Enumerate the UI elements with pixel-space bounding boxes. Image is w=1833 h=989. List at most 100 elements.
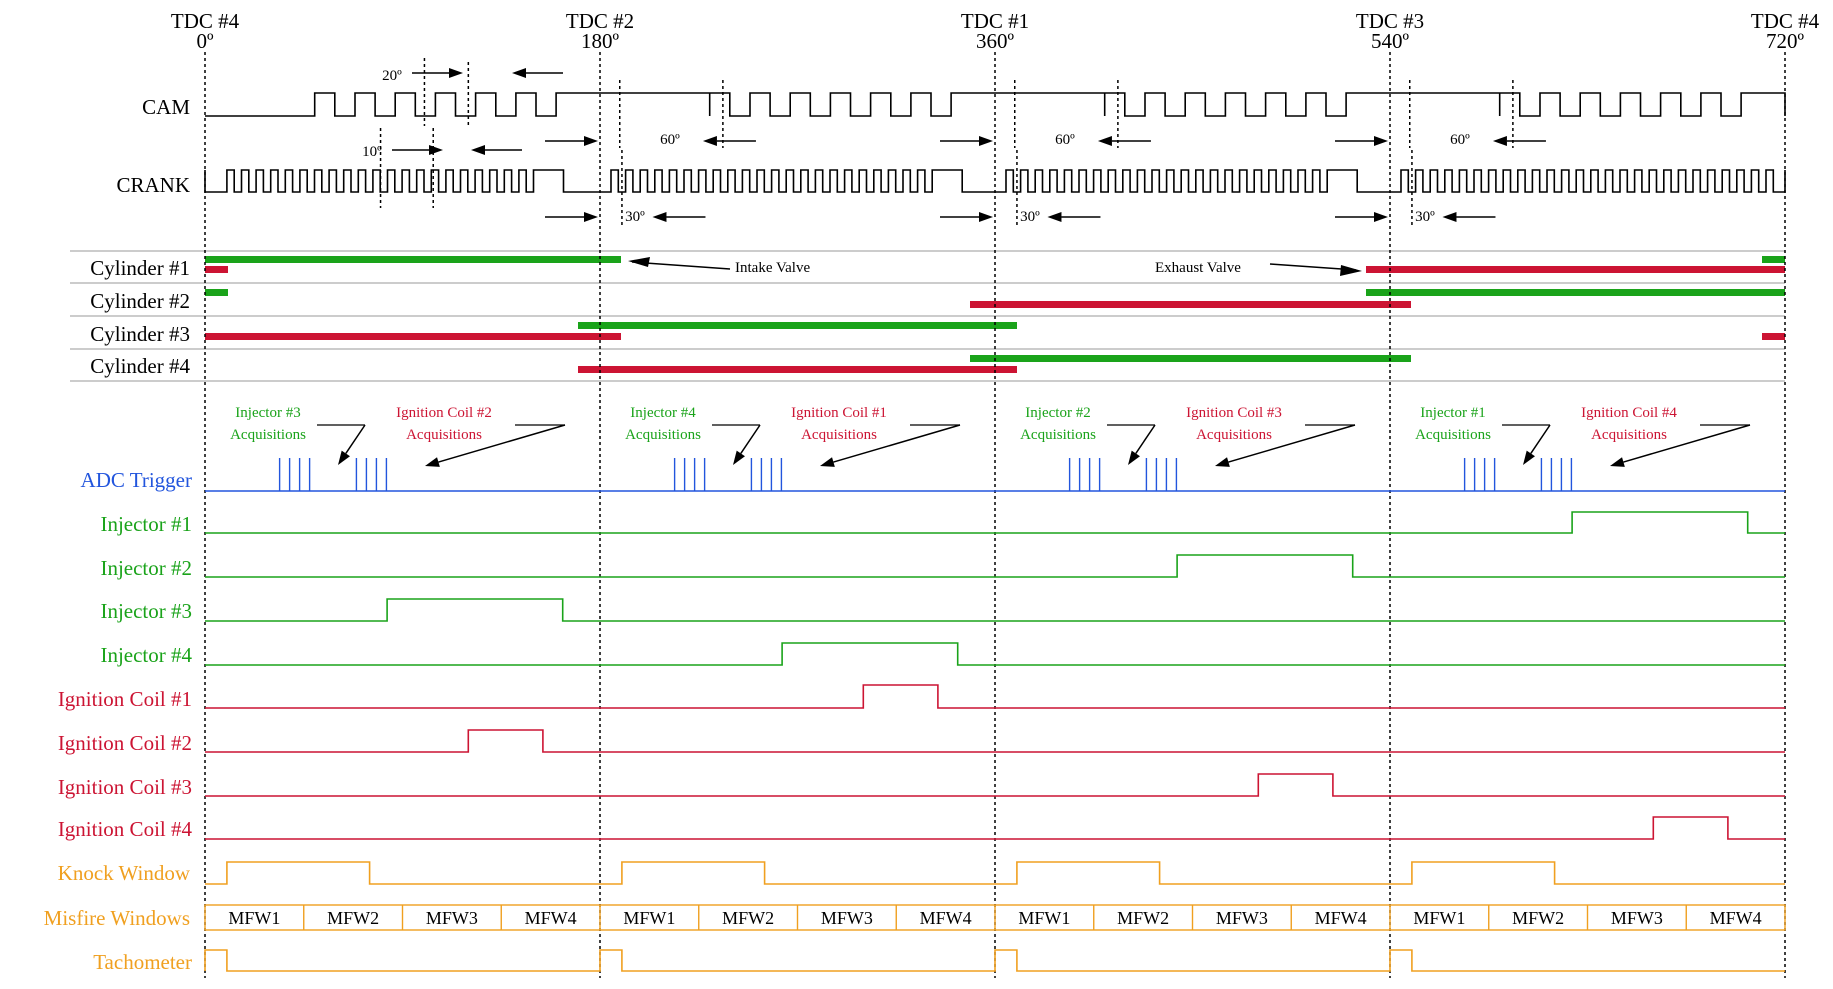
cylinder-1-label: Cylinder #1: [90, 256, 190, 280]
injector-acq-arrow: [740, 424, 761, 454]
cylinder-2-exhaust-bar: [970, 301, 1411, 308]
cam-label: CAM: [142, 95, 190, 119]
cylinder-2-intake-bar: [205, 289, 228, 296]
cam-gap-angle: 60º: [1450, 132, 1470, 148]
arrow-head-icon: [1340, 265, 1362, 276]
injector-acq-subtitle: Acquisitions: [625, 427, 701, 443]
cylinder-valve-bars: [205, 256, 1785, 373]
tdc-label: TDC #1: [961, 9, 1029, 33]
ignition-acq-subtitle: Acquisitions: [406, 427, 482, 443]
misfire-window-label: MFW1: [623, 908, 675, 928]
ignition-acq-arrow: [438, 424, 566, 463]
cylinder-1-exhaust-bar: [1366, 266, 1785, 273]
arrow-head-icon: [425, 457, 440, 467]
tachometer-label: Tachometer: [93, 950, 192, 974]
intake-valve-label: Intake Valve: [735, 260, 810, 276]
arrow-head-icon: [628, 257, 650, 267]
ignition-acq-subtitle: Acquisitions: [1591, 427, 1667, 443]
cylinder-1-exhaust-bar: [205, 266, 228, 273]
cylinder-4-exhaust-bar: [578, 366, 1017, 373]
cylinder-3-label: Cylinder #3: [90, 322, 190, 346]
cylinder-3-exhaust-bar: [205, 333, 621, 340]
injector-4-waveform: [205, 642, 1785, 666]
tdc-label: TDC #4: [1751, 9, 1820, 33]
cam-gap-angle: 60º: [660, 132, 680, 148]
arrow-head-icon: [584, 136, 598, 146]
injector-3-label: Injector #3: [100, 599, 192, 623]
waveforms-layer: [204, 52, 1786, 978]
cylinder-2-intake-bar: [1366, 289, 1785, 296]
ignition-coil-3-label: Ignition Coil #3: [58, 775, 192, 799]
degree-label: 720º: [1766, 29, 1805, 53]
injector-acq-title: Injector #4: [630, 405, 696, 421]
arrow-head-icon: [584, 212, 598, 222]
signal-labels: CAM CRANK Cylinder #1 Cylinder #2 Cylind…: [44, 95, 193, 974]
misfire-window-label: MFW1: [1413, 908, 1465, 928]
ignition-coil-4-label: Ignition Coil #4: [58, 817, 193, 841]
arrow-head-icon: [512, 68, 526, 78]
arrow-head-icon: [1097, 136, 1112, 146]
ignition-acq-subtitle: Acquisitions: [801, 427, 877, 443]
cylinder-4-label: Cylinder #4: [90, 354, 190, 378]
arrow-head-icon: [652, 212, 667, 222]
injector-acq-title: Injector #3: [235, 405, 300, 421]
arrow-head-icon: [1374, 212, 1388, 222]
annotation-text-layer: 20º 10º 60º 30º 60º 30º 60º 30º Injector #3 Acqui…: [228, 68, 1761, 928]
ignition-acq-subtitle: Acquisitions: [1196, 427, 1272, 443]
ignition-coil-3-waveform: [205, 773, 1785, 797]
injector-acq-subtitle: Acquisitions: [230, 427, 306, 443]
injector-acq-arrow: [1135, 424, 1156, 454]
ignition-acq-arrow: [1623, 424, 1751, 463]
arrow-head-icon: [1128, 450, 1140, 465]
ignition-coil-1-waveform: [205, 684, 1785, 709]
injector-1-waveform: [205, 511, 1785, 534]
crank-tooth-angle: 10º: [362, 144, 382, 160]
cam-gap-angle: 60º: [1055, 132, 1075, 148]
cylinder-2-label: Cylinder #2: [90, 289, 190, 313]
ignition-acq-title: Ignition Coil #1: [791, 405, 887, 421]
misfire-window-label: MFW2: [1117, 908, 1169, 928]
adc-trigger-label: ADC Trigger: [81, 468, 192, 492]
arrow-head-icon: [471, 145, 485, 155]
ignition-coil-2-label: Ignition Coil #2: [58, 731, 192, 755]
tdc-label: TDC #4: [171, 9, 240, 33]
injector-3-waveform: [205, 598, 1785, 622]
misfire-window-label: MFW2: [1512, 908, 1564, 928]
arrow-head-icon: [1374, 136, 1388, 146]
misfire-windows-label: Misfire Windows: [44, 906, 190, 930]
arrow-head-icon: [449, 68, 463, 78]
injector-2-label: Injector #2: [100, 556, 192, 580]
arrow-head-icon: [820, 457, 835, 467]
crank-label: CRANK: [116, 173, 190, 197]
misfire-window-label: MFW1: [228, 908, 280, 928]
tachometer-waveform: [204, 949, 1785, 972]
tdc-label: TDC #3: [1356, 9, 1424, 33]
misfire-window-label: MFW3: [821, 908, 873, 928]
crank-gap-angle: 30º: [1415, 209, 1435, 225]
ignition-acq-arrow: [1228, 424, 1356, 463]
ignition-acq-title: Ignition Coil #2: [396, 405, 492, 421]
tdc-header: TDC #4 0º TDC #2 180º TDC #1 360º TDC #3…: [171, 9, 1820, 53]
cam-waveform: [205, 92, 1786, 117]
crank-gap-angle: 30º: [625, 209, 645, 225]
knock-window-label: Knock Window: [58, 861, 191, 885]
ignition-acq-title: Ignition Coil #3: [1186, 405, 1282, 421]
cylinder-separators: [70, 250, 1785, 382]
degree-label: 540º: [1371, 29, 1410, 53]
cylinder-1-intake-bar: [1762, 256, 1785, 263]
cylinder-3-exhaust-bar: [1762, 333, 1785, 340]
injector-1-label: Injector #1: [100, 512, 192, 536]
cylinder-1-intake-bar: [205, 256, 621, 263]
exhaust-valve-label: Exhaust Valve: [1155, 260, 1241, 276]
misfire-window-label: MFW4: [1315, 908, 1367, 928]
ignition-acq-title: Ignition Coil #4: [1581, 405, 1677, 421]
cylinder-4-intake-bar: [970, 355, 1411, 362]
tdc-label: TDC #2: [566, 9, 634, 33]
arrow-head-icon: [733, 450, 745, 465]
injector-acq-title: Injector #1: [1420, 405, 1485, 421]
misfire-window-label: MFW3: [1611, 908, 1663, 928]
ignition-acq-arrow: [833, 424, 961, 463]
ignition-coil-1-label: Ignition Coil #1: [58, 687, 192, 711]
degree-label: 180º: [581, 29, 620, 53]
arrow-head-icon: [338, 450, 350, 465]
